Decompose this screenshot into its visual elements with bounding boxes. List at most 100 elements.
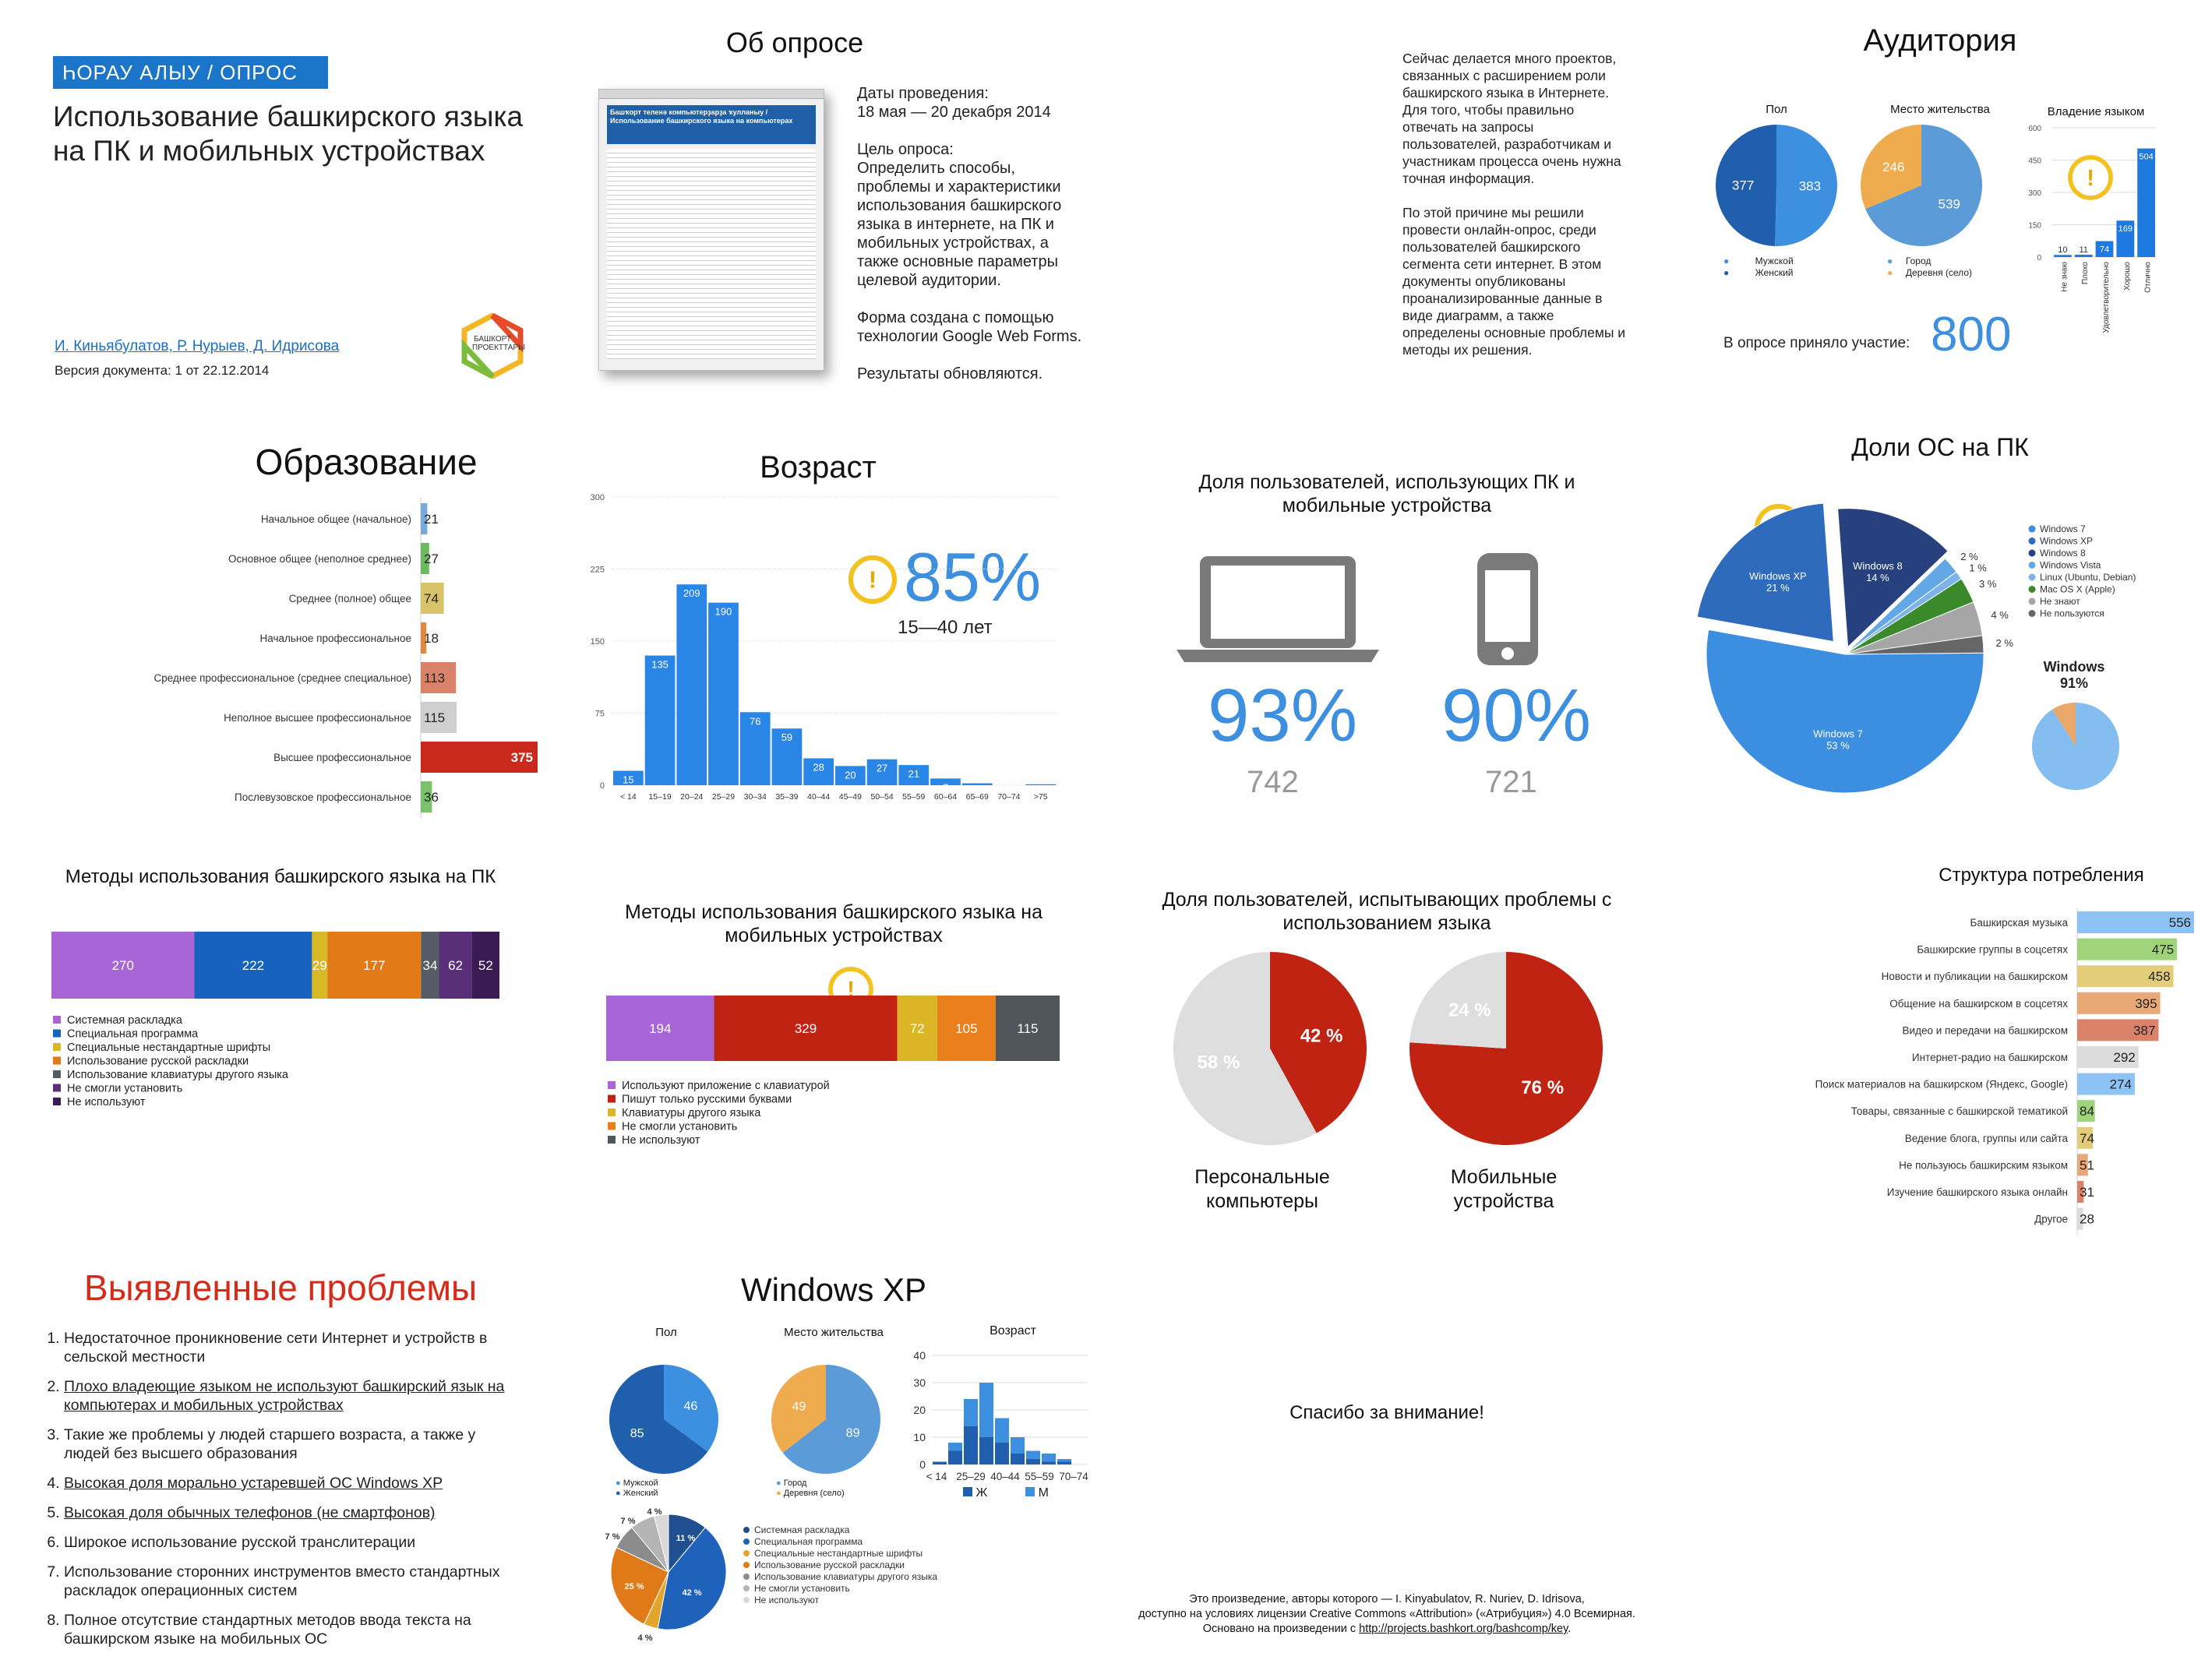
bar-value-label: 21 xyxy=(908,768,919,780)
issue-item: Широкое использование русской транслитер… xyxy=(64,1533,522,1552)
bar xyxy=(2077,1154,2088,1176)
y-tick-label: 0 xyxy=(919,1458,926,1471)
legend-label: Используют приложение с клавиатурой xyxy=(622,1080,830,1092)
stacked-bar-segment xyxy=(995,996,1060,1061)
y-category-label: Среднее профессиональное (среднее специа… xyxy=(154,672,411,684)
dates-value: 18 мая — 20 декабря 2014 xyxy=(857,104,1051,121)
bar-value-label: 113 xyxy=(424,671,445,685)
xp-place-title: Место жительства xyxy=(784,1326,884,1339)
pie-slice xyxy=(1706,629,1984,794)
bar-value-label: 209 xyxy=(683,587,700,599)
mobile-users-pct: 90% xyxy=(1441,674,1592,757)
legend-label: Windows 8 xyxy=(2040,548,2086,559)
bar-value-label: 76 xyxy=(750,715,760,727)
problems-share-title: Доля пользователей, испытывающих проблем… xyxy=(1162,889,1612,934)
y-tick-label: 10 xyxy=(913,1431,926,1443)
y-category-label: Ведение блога, группы или сайта xyxy=(1905,1133,2069,1144)
legend-marker xyxy=(743,1597,750,1603)
bar-value-label: 7 xyxy=(943,781,948,793)
legend-marker xyxy=(608,1122,616,1130)
y-category-label: Новости и публикации на башкирском xyxy=(1882,971,2068,982)
bar xyxy=(421,781,432,812)
legend-marker xyxy=(743,1562,750,1568)
slice-label: 14 % xyxy=(1866,572,1889,583)
y-tick-label: 300 xyxy=(2028,189,2041,198)
y-category-label: Интернет-радио на башкирском xyxy=(1912,1052,2068,1063)
slice-label: 4 % xyxy=(1991,609,2009,621)
y-tick-label: 150 xyxy=(2028,222,2041,231)
legend-label: Не смогли установить xyxy=(67,1083,182,1095)
bar-value-label: 27 xyxy=(877,763,887,774)
slice-label: 42 % xyxy=(1300,1025,1343,1046)
pie-slice xyxy=(609,1365,708,1474)
bar-value-label: 18 xyxy=(424,631,439,646)
slice-label: 377 xyxy=(1732,178,1754,192)
pie-slice xyxy=(1716,125,1776,246)
legend-label: Системная раскладка xyxy=(67,1014,183,1027)
pie-slice xyxy=(771,1365,826,1453)
x-tick-label: 55–59 xyxy=(1025,1471,1054,1482)
y-tick-label: 450 xyxy=(2028,157,2041,166)
audience-gender-title: Пол xyxy=(1766,103,1787,116)
bar xyxy=(948,1443,962,1451)
y-tick-label: 30 xyxy=(913,1376,926,1389)
legend-marker xyxy=(743,1574,750,1580)
legend-marker xyxy=(53,1016,61,1024)
warning-icon xyxy=(2068,155,2113,200)
pie-slice xyxy=(1861,125,1921,210)
bar xyxy=(708,602,739,785)
x-tick-label: 35–39 xyxy=(775,792,798,802)
legend-label: Использование клавиатуры другого языка xyxy=(67,1069,289,1081)
logo-hexagon-icon xyxy=(461,312,524,379)
legend-marker xyxy=(608,1136,616,1144)
phone-icon xyxy=(1476,552,1540,671)
segment-value-label: 194 xyxy=(649,1021,671,1036)
about-text: Даты проведения: 18 мая — 20 декабря 201… xyxy=(857,84,1091,383)
stacked-bar-segment xyxy=(439,932,472,999)
os-title: Доли ОС на ПК xyxy=(1851,433,2029,461)
mobile-users-count: 721 xyxy=(1485,765,1537,799)
audience-title: Аудитория xyxy=(1863,23,2017,58)
bar-value-label: 1 xyxy=(1038,788,1043,799)
stacked-bar-segment xyxy=(421,932,439,999)
license-text: Это произведение, авторы которого — I. K… xyxy=(1138,1593,1635,1635)
bar-value-label: 387 xyxy=(2133,1023,2155,1038)
legend-marker xyxy=(743,1585,750,1591)
os-windows-label: Windows 91% xyxy=(2043,659,2105,691)
segment-value-label: 29 xyxy=(312,958,327,973)
bar-value-label: 31 xyxy=(2080,1185,2094,1200)
legend-label: Не смогли установить xyxy=(754,1583,850,1594)
x-tick-label: 45–49 xyxy=(839,792,862,802)
legend-marker xyxy=(2028,549,2036,557)
bar xyxy=(1057,1461,1071,1464)
x-tick-label: 40–44 xyxy=(807,792,830,802)
issue-item: Использование сторонних инструментов вме… xyxy=(64,1563,522,1600)
slice-label: Windows 8 xyxy=(1853,560,1903,572)
x-tick-label: Хорошо xyxy=(2123,262,2132,291)
legend-label: Системная раскладка xyxy=(754,1524,850,1535)
consumption-title: Структура потребления xyxy=(1939,865,2144,886)
bar-value-label: 135 xyxy=(651,659,669,671)
authors-link[interactable]: И. Киньябулатов, Р. Нурыев, Д. Идрисова xyxy=(55,338,340,354)
bar xyxy=(644,655,676,785)
y-tick-label: 0 xyxy=(2037,254,2041,263)
pie-slice xyxy=(782,1365,880,1474)
pie-slice xyxy=(1844,635,1984,655)
y-tick-label: 0 xyxy=(600,781,605,791)
y-category-label: Начальное общее (начальное) xyxy=(261,513,411,525)
source-link[interactable]: http://projects.bashkort.org/bashcomp/ke… xyxy=(1359,1623,1568,1635)
bar xyxy=(421,742,538,773)
slice-label: 246 xyxy=(1882,160,1904,174)
bar xyxy=(613,770,644,785)
legend-label: Использование русской раскладки xyxy=(754,1560,905,1570)
bar xyxy=(421,702,457,733)
devices-title: Доля пользователей, использующих ПК и мо… xyxy=(1198,471,1575,516)
pie-slice xyxy=(1270,952,1367,1133)
issues-list: Недостаточное проникновение сети Интерне… xyxy=(39,1329,522,1659)
warning-icon-mark: ! xyxy=(869,566,877,594)
slice-label: 2 % xyxy=(1995,637,2013,649)
legend-label: Клавиатуры другого языка xyxy=(622,1107,761,1119)
slice-label: 76 % xyxy=(1521,1077,1564,1098)
x-tick-label: Отлично xyxy=(2144,262,2153,293)
